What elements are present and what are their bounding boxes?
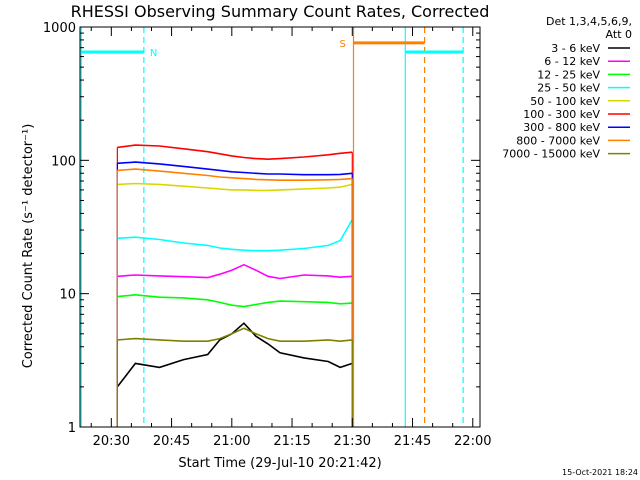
event-bar-label: N — [150, 48, 157, 59]
legend-label-6-12-kev: 6 - 12 keV — [544, 55, 600, 68]
legend-label-7000-15000-kev: 7000 - 15000 keV — [502, 148, 600, 161]
x-tick-label: 21:45 — [394, 434, 431, 449]
y-tick-label: 1000 — [43, 21, 76, 36]
x-tick-label: 22:00 — [454, 434, 491, 449]
series-line-300-800-kev — [117, 161, 353, 176]
y-tick-label: 1 — [68, 421, 76, 436]
legend-header-line-2: Att 0 — [606, 28, 632, 41]
y-axis-label: Corrected Count Rate (s⁻¹ detector⁻¹) — [21, 124, 36, 369]
x-tick-label: 20:45 — [153, 434, 190, 449]
legend-label-800-7000-kev: 800 - 7000 keV — [516, 134, 600, 147]
series-line-100-300-kev — [117, 144, 353, 161]
footer-timestamp: 15-Oct-2021 18:24 — [562, 468, 638, 477]
series-line-12-25-kev — [117, 293, 353, 308]
series-line-7000-15000-kev — [117, 327, 353, 343]
y-tick-label: 10 — [59, 288, 76, 303]
legend-label-300-800-kev: 300 - 800 keV — [523, 121, 600, 134]
legend-header-line-1: Det 1,3,4,5,6,9, — [546, 15, 632, 28]
plot-frame — [79, 26, 481, 428]
event-layer: NS — [80, 27, 464, 427]
legend-label-100-300-kev: 100 - 300 keV — [523, 108, 600, 121]
series-line-50-100-kev — [117, 182, 353, 192]
x-tick-label: 21:15 — [273, 434, 310, 449]
chart-title: RHESSI Observing Summary Count Rates, Co… — [71, 2, 490, 21]
legend-label-50-100-kev: 50 - 100 keV — [530, 95, 600, 108]
x-axis-label: Start Time (29-Jul-10 20:21:42) — [178, 456, 381, 471]
legend-label-3-6-kev: 3 - 6 keV — [551, 42, 600, 55]
x-tick-label: 21:30 — [334, 434, 371, 449]
x-tick-label: 21:00 — [213, 434, 250, 449]
y-tick-label: 100 — [51, 154, 76, 169]
series-line-800-7000-kev — [117, 168, 353, 181]
legend-label-25-50-kev: 25 - 50 keV — [537, 82, 600, 95]
series-layer — [116, 144, 353, 427]
series-line-6-12-kev — [117, 263, 353, 280]
series-line-3-6-kev — [116, 322, 353, 388]
legend-label-12-25-kev: 12 - 25 keV — [537, 68, 600, 81]
series-line-25-50-kev — [117, 219, 353, 252]
x-tick-label: 20:30 — [93, 434, 130, 449]
event-bar-label: S — [339, 39, 345, 50]
